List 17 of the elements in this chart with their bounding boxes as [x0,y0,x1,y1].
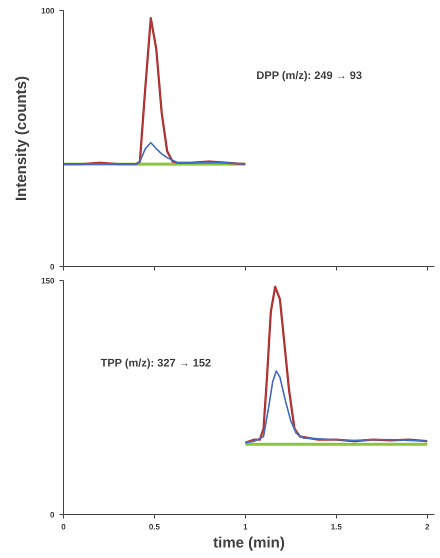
x-tick-label: 2 [425,522,430,532]
y-tick-label: 0 [50,262,56,272]
x-tick-label: 1.5 [330,522,342,532]
x-tick-label: 1 [243,522,248,532]
annotation: TPP (m/z): 327 → 152 [100,357,212,370]
x-tick-label: 0 [61,522,66,532]
x-tick-label: 0.5 [148,522,161,532]
line-series [244,286,428,444]
x-axis-title: time (min) [213,534,285,552]
y-tick-label: 100 [41,6,56,16]
line-series [244,370,428,444]
y-axis-title: Intensity (counts) [13,76,30,201]
y-tick-label: 0 [50,510,56,520]
line-series [64,17,247,166]
y-tick-label: 150 [41,276,56,286]
annotation: DPP (m/z): 249 → 93 [256,70,362,82]
line-series [64,142,246,165]
